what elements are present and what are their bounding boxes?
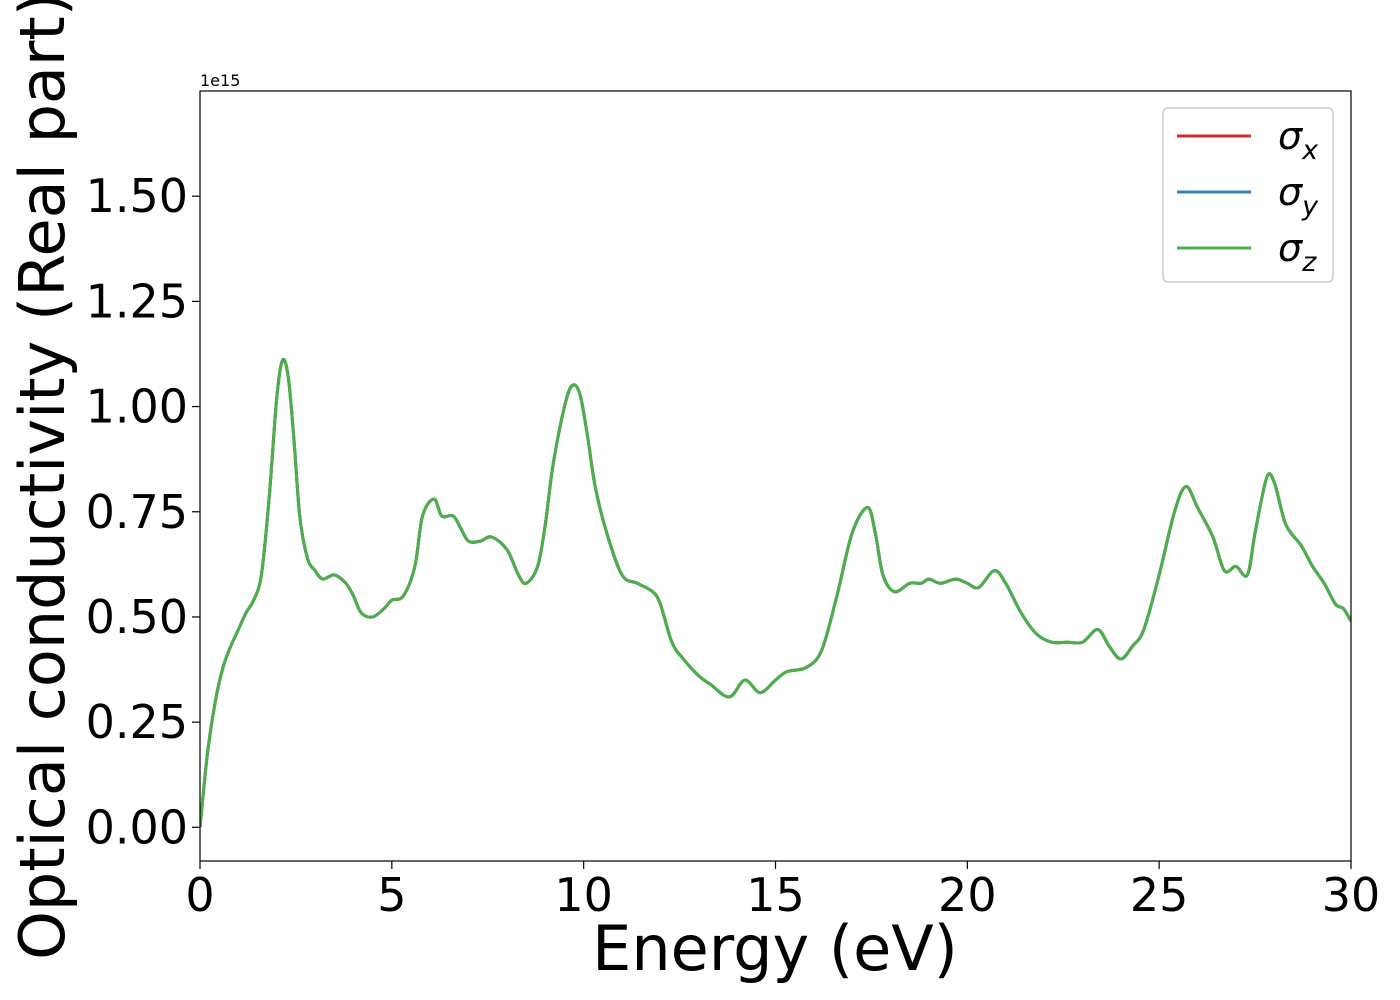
y-axis-label: Optical conductivity (Real part) xyxy=(6,0,79,960)
y-tick-label: 1.25 xyxy=(86,274,188,328)
x-tick-label: 5 xyxy=(377,868,406,922)
y-offset-text: 1e15 xyxy=(200,71,240,90)
legend-label: σz xyxy=(1278,226,1317,278)
x-axis-label: Energy (eV) xyxy=(592,912,958,985)
series-line-0 xyxy=(200,357,1351,828)
y-tick-label: 1.00 xyxy=(86,380,188,434)
x-tick-label: 15 xyxy=(746,868,805,922)
plot-area xyxy=(200,357,1351,828)
y-tick-label: 0.00 xyxy=(86,800,188,854)
x-tick-label: 10 xyxy=(554,868,613,922)
y-tick-label: 0.25 xyxy=(86,695,188,749)
x-tick-label: 0 xyxy=(185,868,214,922)
x-tick-label: 25 xyxy=(1130,868,1189,922)
axes: 0 5 10 15 20 25 30 0.00 0.25 0.50 0.75 1.00 1.25 1.50 xyxy=(86,90,1381,922)
series-line-1 xyxy=(200,357,1351,828)
series-line-2 xyxy=(200,357,1351,828)
x-tick-label: 20 xyxy=(938,868,997,922)
y-tick-label: 0.50 xyxy=(86,590,188,644)
legend-label: σy xyxy=(1278,170,1319,222)
y-tick-label: 1.50 xyxy=(86,169,188,223)
y-tick-label: 0.75 xyxy=(86,485,188,539)
legend-label: σx xyxy=(1278,114,1319,166)
legend-frame xyxy=(1162,107,1334,283)
x-tick-label: 30 xyxy=(1322,868,1381,922)
